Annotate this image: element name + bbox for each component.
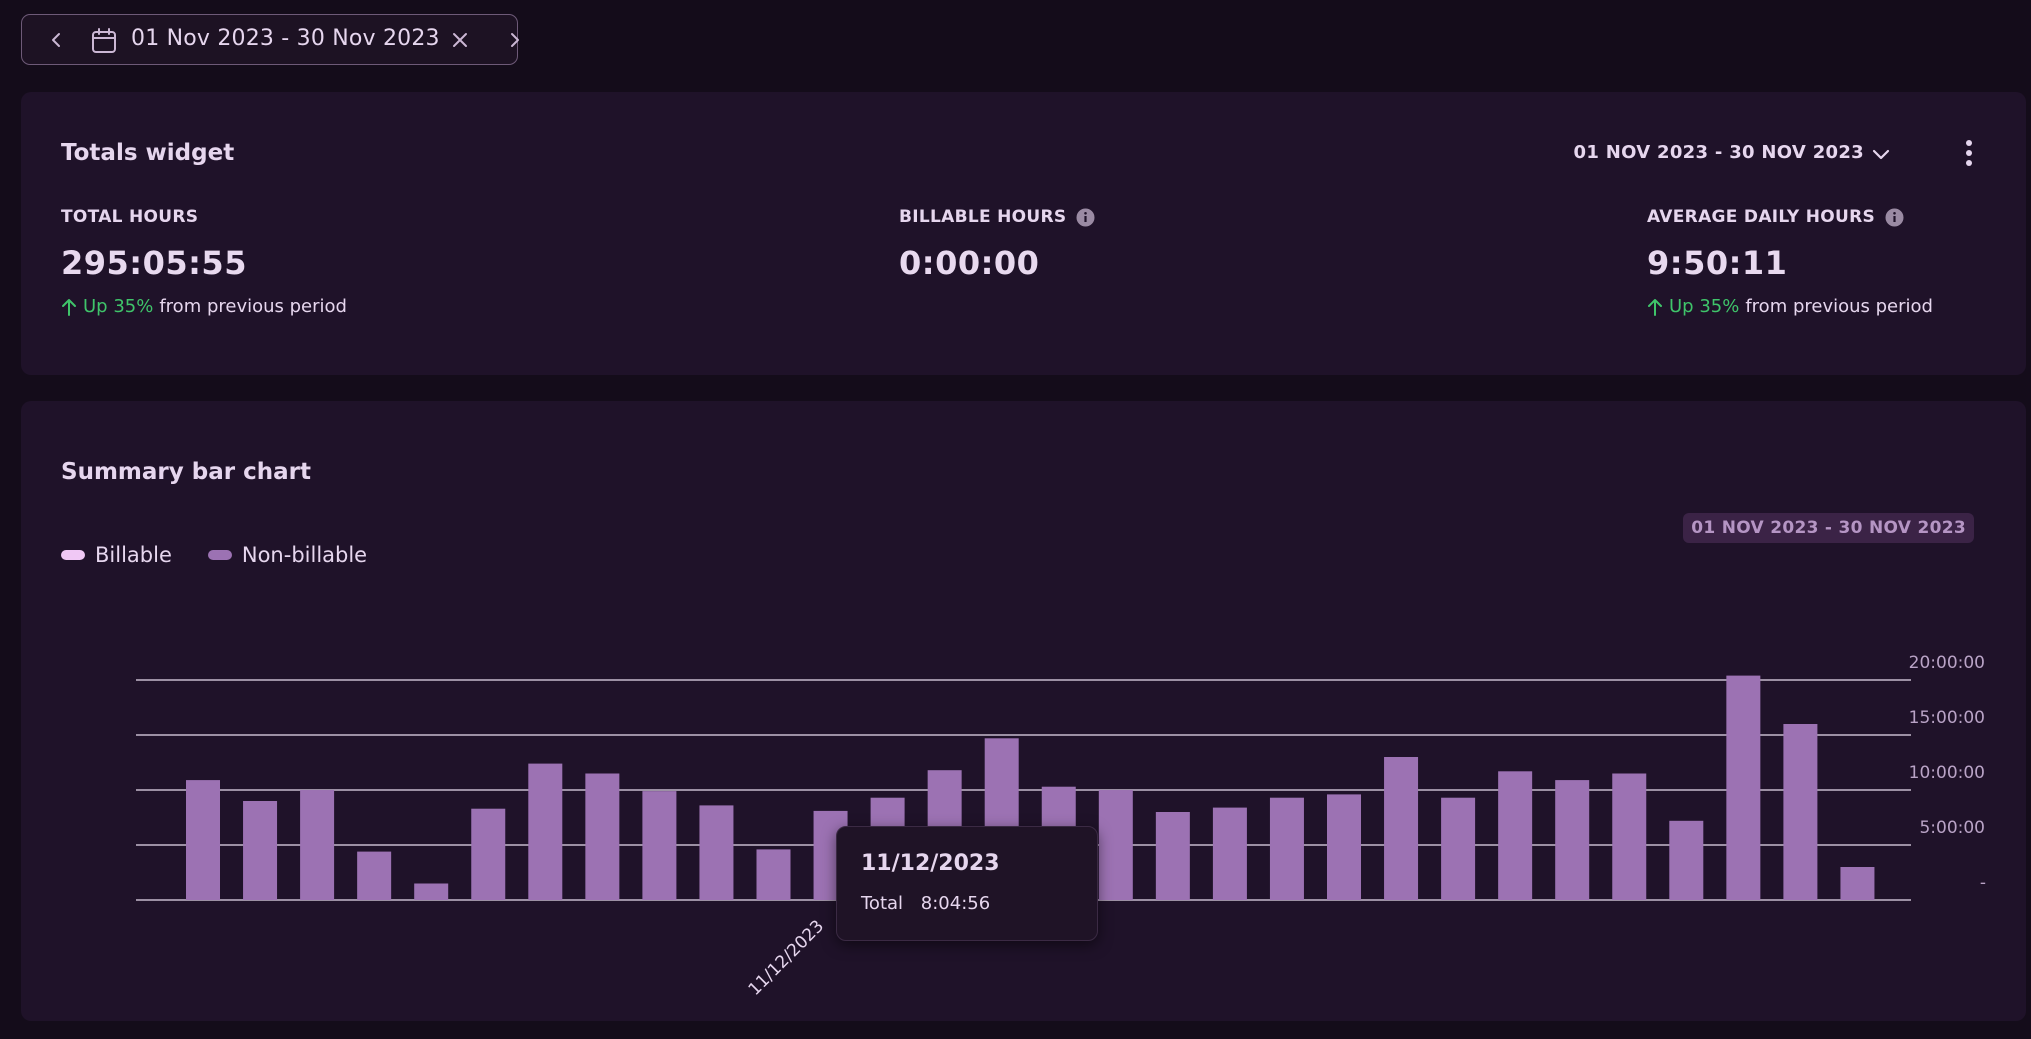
bar[interactable] [1498,771,1533,900]
bar[interactable] [414,883,449,901]
metric-trend: Up 35% from previous period [61,296,347,317]
metric-value: 0:00:00 [899,244,1040,282]
date-range-picker[interactable]: 01 Nov 2023 - 30 Nov 2023 [21,14,519,65]
summary-bar-chart-widget: Summary bar chart Billable Non-billable … [21,401,2026,1021]
chevron-down-icon[interactable] [1870,144,1892,166]
chart-tooltip: 11/12/2023 Total 8:04:56 [836,826,1098,941]
x-tick-label: 11/12/2023 [745,916,828,999]
legend-swatch [207,550,232,560]
trend-up-text: Up 35% [83,296,154,317]
bar-chart: - 5:00:00 10:00:00 15:00:00 20:00:00 11/12/20… [136,653,1986,1000]
chevron-right-icon[interactable] [504,27,526,53]
info-icon[interactable] [1885,208,1904,227]
tooltip-row: Total 8:04:56 [861,893,990,914]
info-icon[interactable] [1076,208,1095,227]
metric-trend: Up 35% from previous period [1647,296,1933,317]
metric-total-hours: TOTAL HOURS 295:05:55 Up 35% from previo… [61,206,347,317]
chart-legend: Billable Non-billable [61,543,367,567]
bar[interactable] [1212,807,1247,900]
bar[interactable] [1441,797,1476,900]
bar[interactable] [528,763,563,900]
bar[interactable] [300,790,335,900]
tooltip-label: Total [861,893,904,914]
summary-chart-title: Summary bar chart [61,459,311,485]
metric-value: 295:05:55 [61,244,247,282]
close-icon[interactable] [448,28,472,52]
bar[interactable] [471,808,506,900]
bar[interactable] [1384,757,1419,900]
legend-item-billable[interactable]: Billable [61,543,172,567]
calendar-icon [92,28,116,53]
bar[interactable] [357,851,392,900]
y-tick-label: - [1980,873,1986,893]
more-options-icon[interactable] [1962,137,1976,169]
bar[interactable] [1269,797,1304,900]
metric-label: AVERAGE DAILY HOURS [1647,207,1876,227]
bar[interactable] [1327,794,1361,900]
arrow-up-icon [62,298,76,316]
trend-text: from previous period [1745,296,1933,317]
trend-text: from previous period [159,296,347,317]
y-tick-label: 10:00:00 [1909,763,1985,783]
bar[interactable] [642,791,677,900]
metric-value: 9:50:11 [1647,244,1788,282]
bar[interactable] [1669,820,1704,900]
legend-label: Billable [95,543,172,567]
bar[interactable] [699,805,734,900]
date-range-text[interactable]: 01 Nov 2023 - 30 Nov 2023 [131,26,440,51]
legend-swatch [61,550,85,560]
bar[interactable] [1840,867,1875,900]
bar[interactable] [1612,773,1647,901]
legend-item-non-billable[interactable]: Non-billable [207,543,368,567]
bar[interactable] [243,801,278,900]
tooltip-value: 8:04:56 [920,893,991,914]
y-tick-label: 20:00:00 [1909,653,1985,673]
trend-up-text: Up 35% [1669,296,1740,317]
bar[interactable] [1726,675,1761,900]
totals-widget-title: Totals widget [61,140,235,166]
bar[interactable] [585,773,620,901]
y-tick-label: 5:00:00 [1919,818,1985,838]
tooltip-date: 11/12/2023 [861,851,1000,876]
bar[interactable] [1555,780,1590,900]
bar[interactable] [186,780,220,900]
bar[interactable] [1783,724,1818,900]
metric-billable-hours: BILLABLE HOURS 0:00:00 [899,206,1095,282]
metric-average-daily-hours: AVERAGE DAILY HOURS 9:50:11 Up 35% from … [1647,206,1933,317]
totals-widget: Totals widget 01 NOV 2023 - 30 NOV 2023 … [21,92,2026,375]
totals-range-select[interactable]: 01 NOV 2023 - 30 NOV 2023 [1573,142,1864,163]
legend-label: Non-billable [241,543,368,567]
bar[interactable] [756,849,791,900]
arrow-up-icon [1648,298,1662,316]
bar[interactable] [1155,812,1190,900]
y-tick-label: 15:00:00 [1909,708,1985,728]
chevron-left-icon[interactable] [44,27,68,53]
bar[interactable] [1098,790,1133,900]
metric-label: TOTAL HOURS [61,207,199,227]
chart-range-badge: 01 NOV 2023 - 30 NOV 2023 [1683,513,1974,543]
metric-label: BILLABLE HOURS [899,207,1067,227]
